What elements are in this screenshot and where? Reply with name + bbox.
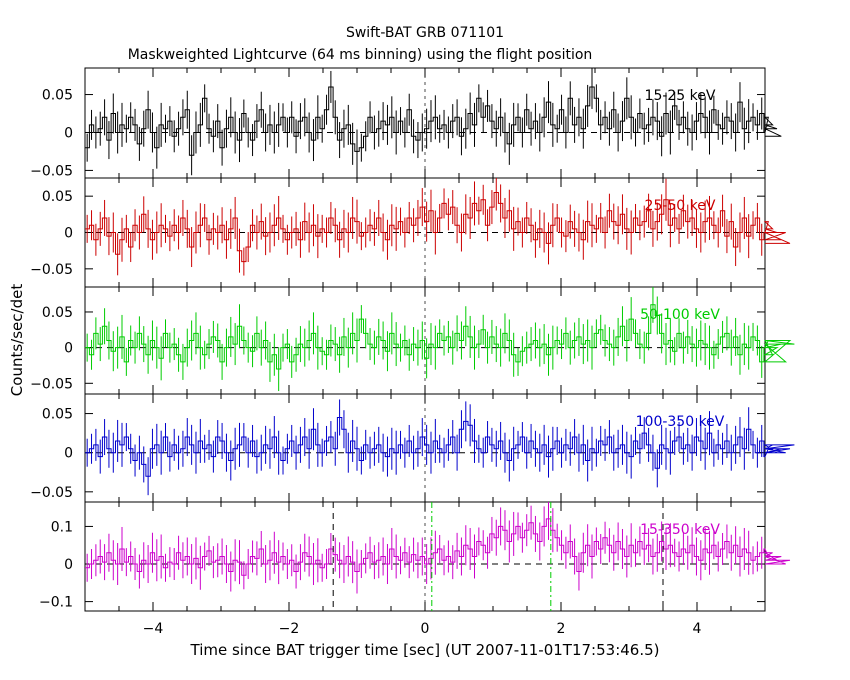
lightcurve-step xyxy=(85,304,795,370)
lightcurve-step xyxy=(85,417,795,477)
y-tick-label: 0.05 xyxy=(42,407,73,423)
lightcurve-step xyxy=(85,86,782,156)
y-tick-label: 0 xyxy=(64,125,73,141)
x-tick-label: 4 xyxy=(693,621,702,637)
y-axis-label: Counts/sec/det xyxy=(8,284,26,397)
y-tick-label: −0.05 xyxy=(30,376,73,392)
x-tick-label: 0 xyxy=(421,621,430,637)
panel-0: 0.05 0 −0.05 15-25 keV xyxy=(30,67,782,179)
lightcurve-step xyxy=(85,518,791,576)
y-tick-label: 0 xyxy=(64,341,73,357)
y-tick-label: −0.05 xyxy=(30,163,73,179)
y-tick-label: 0 xyxy=(64,446,73,462)
x-tick-labels: −4 −2 0 2 4 xyxy=(143,621,702,637)
y-tick-label: 0.05 xyxy=(42,305,73,321)
x-tick-label: −2 xyxy=(279,621,300,637)
band-label: 15-25 keV xyxy=(645,88,716,104)
band-label: 25-50 keV xyxy=(645,198,716,214)
y-tick-label: 0.05 xyxy=(42,88,73,104)
panel-3: 0.05 0 −0.05 100-350 keV xyxy=(30,393,795,503)
panel-2: 0.05 0 −0.05 50-100 keV xyxy=(30,286,795,395)
y-tick-label: 0.05 xyxy=(42,189,73,205)
y-tick-label: −0.05 xyxy=(30,262,73,278)
y-tick-label: 0 xyxy=(64,557,73,573)
band-label: 50-100 keV xyxy=(640,307,720,323)
y-tick-label: 0.1 xyxy=(51,519,73,535)
band-label: 100-350 keV xyxy=(636,414,725,430)
x-axis-label: Time since BAT trigger time [sec] (UT 20… xyxy=(190,641,660,659)
y-tick-label: −0.05 xyxy=(30,485,73,501)
y-tick-label: 0 xyxy=(64,226,73,242)
y-tick-label: −0.1 xyxy=(39,595,73,611)
panel-4: 0.1 0 −0.1 15-350 keV xyxy=(39,501,791,612)
x-tick-label: −4 xyxy=(143,621,164,637)
panel-1: 0.05 0 −0.05 25-50 keV xyxy=(30,177,791,288)
lightcurve-step xyxy=(85,192,791,263)
chart-title: Swift-BAT GRB 071101 xyxy=(346,25,504,41)
chart-subtitle: Maskweighted Lightcurve (64 ms binning) … xyxy=(128,47,593,63)
band-label: 15-350 keV xyxy=(640,522,720,538)
x-tick-label: 2 xyxy=(557,621,566,637)
